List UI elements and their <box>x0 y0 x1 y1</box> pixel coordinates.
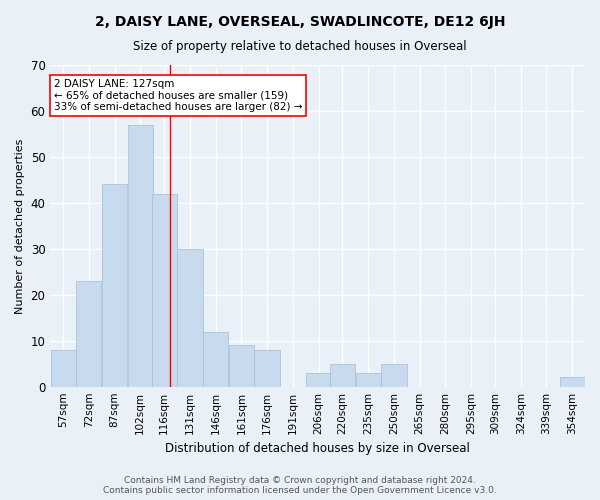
Bar <box>560 378 585 386</box>
Bar <box>50 350 76 387</box>
Bar <box>356 373 381 386</box>
Text: Size of property relative to detached houses in Overseal: Size of property relative to detached ho… <box>133 40 467 53</box>
Y-axis label: Number of detached properties: Number of detached properties <box>15 138 25 314</box>
Bar <box>76 281 101 386</box>
Bar <box>306 373 331 386</box>
Text: Contains HM Land Registry data © Crown copyright and database right 2024.
Contai: Contains HM Land Registry data © Crown c… <box>103 476 497 495</box>
Bar <box>178 249 203 386</box>
Bar <box>102 184 127 386</box>
Text: 2 DAISY LANE: 127sqm
← 65% of detached houses are smaller (159)
33% of semi-deta: 2 DAISY LANE: 127sqm ← 65% of detached h… <box>54 79 302 112</box>
Text: 2, DAISY LANE, OVERSEAL, SWADLINCOTE, DE12 6JH: 2, DAISY LANE, OVERSEAL, SWADLINCOTE, DE… <box>95 15 505 29</box>
Bar <box>382 364 407 386</box>
Bar <box>229 346 254 387</box>
X-axis label: Distribution of detached houses by size in Overseal: Distribution of detached houses by size … <box>165 442 470 455</box>
Bar <box>128 124 153 386</box>
Bar <box>330 364 355 386</box>
Bar <box>152 194 177 386</box>
Bar <box>254 350 280 387</box>
Bar <box>203 332 228 386</box>
